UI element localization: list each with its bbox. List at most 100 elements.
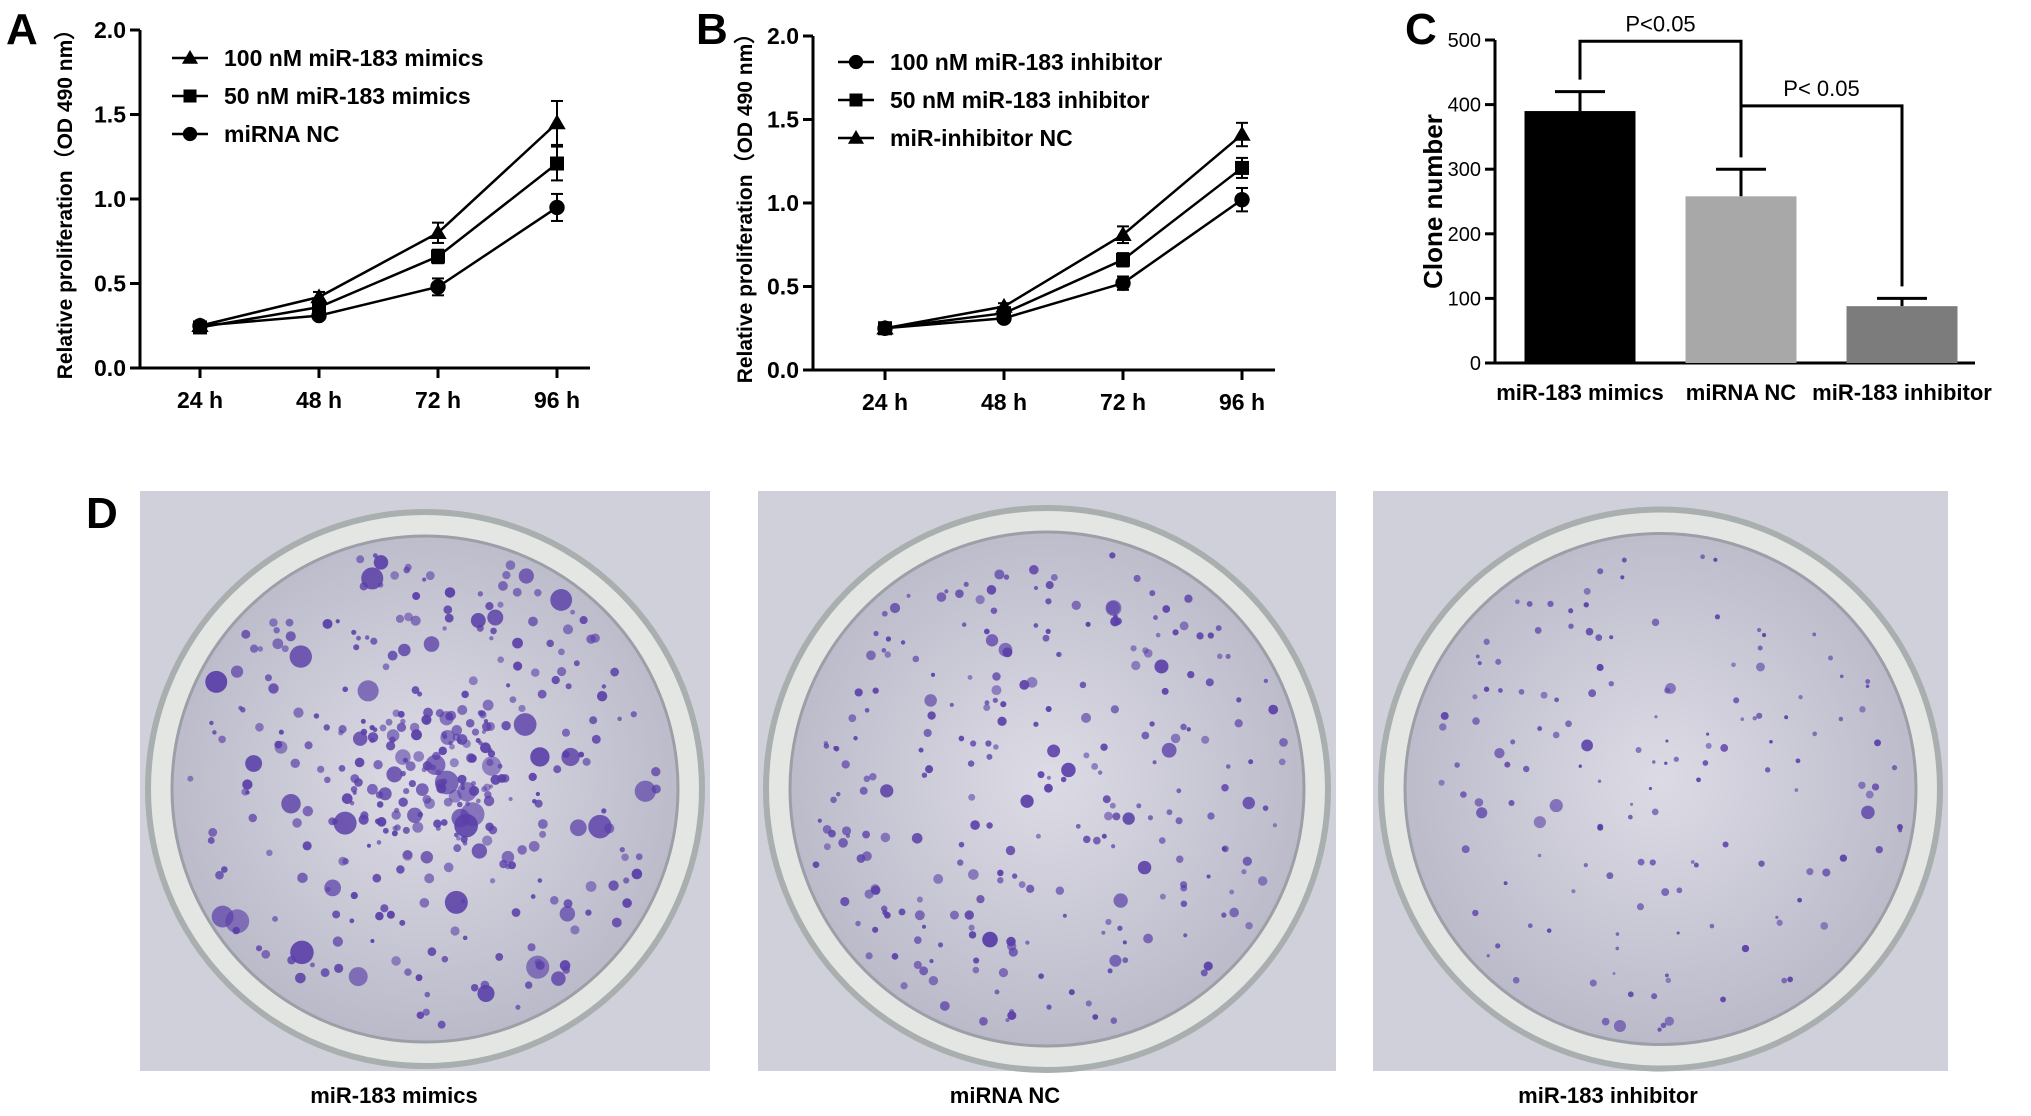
colony [498, 581, 508, 591]
colony [462, 739, 471, 748]
colony [269, 618, 278, 627]
colony [342, 858, 349, 865]
colony [997, 716, 1007, 726]
chart-a-point [548, 114, 566, 130]
colony [1025, 940, 1030, 945]
colony [255, 722, 264, 732]
chart-a-series-line [199, 122, 558, 327]
chart-c-category-label: miRNA NC [1686, 380, 1797, 405]
colony [1483, 686, 1490, 692]
colony [1652, 760, 1656, 764]
colony [880, 784, 894, 798]
petri-dish-agar [1403, 532, 1918, 1046]
colony [1756, 662, 1765, 672]
colony [1486, 954, 1490, 958]
colony [1839, 674, 1844, 679]
colony [976, 895, 985, 904]
colony [404, 563, 412, 571]
colony [502, 571, 511, 580]
colony [399, 919, 406, 926]
chart-b-x-tick-label: 96 h [1219, 389, 1265, 415]
colony [1159, 893, 1166, 900]
colony [1184, 594, 1193, 603]
colony [589, 716, 598, 725]
colony [357, 680, 379, 702]
colony [1515, 599, 1520, 604]
colony [881, 648, 887, 653]
colony [1221, 784, 1229, 792]
colony [1581, 739, 1593, 752]
colony [1673, 756, 1679, 762]
colony [1838, 716, 1844, 722]
colony [869, 773, 877, 781]
colony [1504, 761, 1511, 768]
colony [882, 909, 888, 916]
chart-b-y-tick-label: 1.0 [767, 190, 799, 216]
colony [573, 660, 580, 667]
colony [1839, 854, 1848, 862]
colony [1752, 716, 1757, 721]
colony [1142, 647, 1149, 654]
colony [508, 861, 516, 870]
chart-a-y-tick-label: 1.0 [94, 186, 126, 212]
chart-a-point [430, 279, 446, 295]
colony [485, 601, 494, 611]
colony [497, 656, 505, 664]
colony [957, 859, 964, 866]
colony [396, 722, 407, 733]
colony [425, 720, 430, 725]
colony [468, 785, 480, 797]
chart-b: 0.0 0.5 1.0 1.5 2.0 24 h 48 h 72 h 96 h Relative … [733, 23, 1275, 415]
colony [1104, 811, 1113, 821]
colony [1523, 765, 1530, 773]
colony [1665, 977, 1672, 984]
colony [975, 595, 985, 605]
colony [443, 862, 454, 873]
colony [1475, 654, 1480, 659]
colony [1660, 1022, 1667, 1029]
colony [561, 728, 571, 737]
colony [360, 718, 366, 724]
colony [449, 743, 455, 750]
colony [1533, 816, 1546, 829]
colony [1495, 658, 1502, 665]
colony [582, 757, 591, 766]
colony [391, 956, 401, 966]
colony [208, 827, 218, 837]
colony [528, 772, 537, 782]
colony [1180, 881, 1188, 889]
chart-a-x-tick-label: 72 h [415, 387, 461, 413]
colony [511, 908, 521, 917]
colony [444, 613, 454, 623]
colony [1797, 897, 1802, 903]
plate-caption-inhibitor: miR-183 inhibitor [1518, 1083, 1698, 1108]
colony [1005, 1017, 1010, 1023]
colony [404, 968, 412, 976]
colony [958, 841, 965, 848]
colony [1020, 794, 1034, 808]
colony [443, 797, 453, 807]
colony [864, 707, 870, 713]
colony [274, 740, 283, 749]
colony [1700, 554, 1705, 560]
colony [471, 728, 480, 736]
colony [505, 560, 516, 570]
colony [478, 740, 483, 746]
colony [264, 674, 272, 682]
colony [348, 967, 368, 987]
colony [914, 910, 925, 921]
colony [437, 1020, 446, 1029]
colony [513, 661, 523, 671]
colony [1706, 732, 1710, 736]
colony [534, 589, 542, 597]
colony [845, 833, 851, 838]
colony [482, 835, 493, 846]
colony [245, 755, 263, 772]
colony [830, 796, 837, 804]
colony [1201, 735, 1210, 744]
colony [1875, 846, 1883, 854]
colony [1775, 915, 1779, 919]
colony [310, 962, 315, 968]
colony [302, 805, 314, 817]
colony [1474, 798, 1484, 807]
